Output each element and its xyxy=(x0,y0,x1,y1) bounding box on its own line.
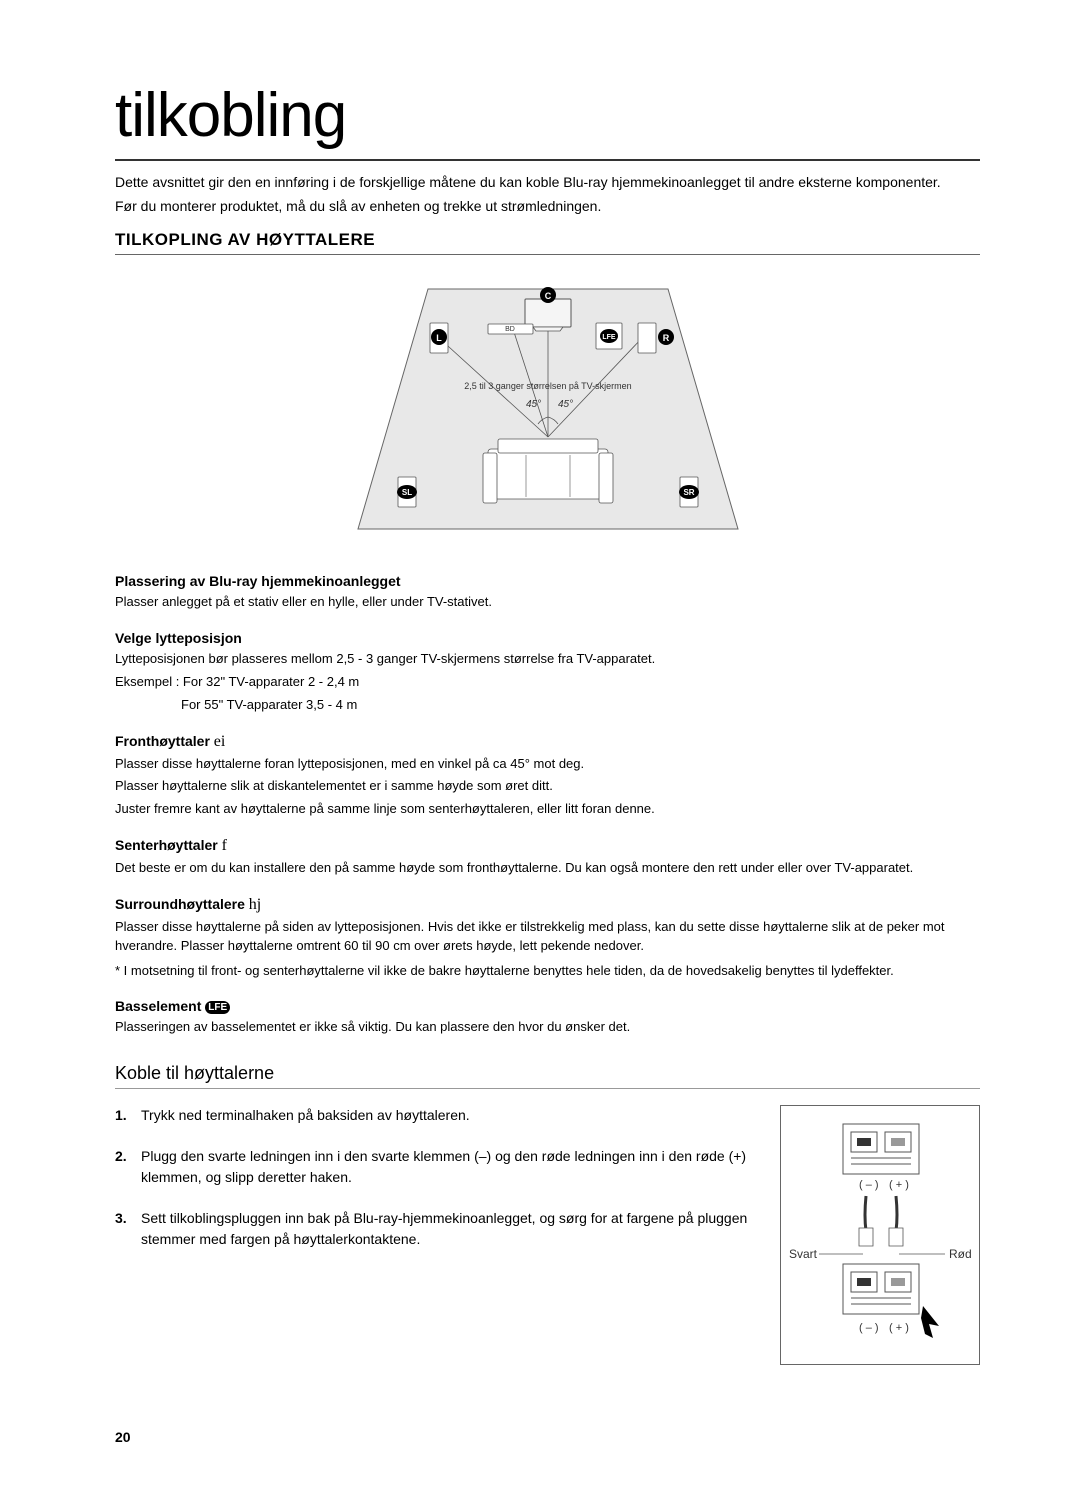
step-3-text: Sett tilkoblingspluggen inn bak på Blu-r… xyxy=(141,1208,760,1250)
center-text: Det beste er om du kan installere den på… xyxy=(115,859,980,878)
svg-text:L: L xyxy=(436,333,442,343)
bass-text: Plasseringen av basselementet er ikke så… xyxy=(115,1018,980,1037)
svg-text:C: C xyxy=(544,291,551,301)
svg-text:Svart: Svart xyxy=(789,1247,818,1261)
step-2-text: Plugg den svarte ledningen inn i den sva… xyxy=(141,1146,760,1188)
steps-list: 1. Trykk ned terminalhaken på baksiden a… xyxy=(115,1105,760,1270)
svg-text:45°: 45° xyxy=(558,399,573,410)
surround-note: * I motsetning til front- og senterhøytt… xyxy=(115,962,980,981)
svg-text:2,5 til 3 ganger størrelsen på: 2,5 til 3 ganger størrelsen på TV-skjerm… xyxy=(464,381,631,391)
front-line1: Plasser disse høyttalerne foran lyttepos… xyxy=(115,755,980,774)
terminal-diagram: ( – ) ( + ) Svart Rød ( – ) ( + ) xyxy=(780,1105,980,1365)
placement-text: Plasser anlegget på et stativ eller en h… xyxy=(115,593,980,612)
intro-paragraph-2: Før du monterer produktet, må du slå av … xyxy=(115,197,980,217)
surround-text: Plasser disse høyttalerne på siden av ly… xyxy=(115,918,980,956)
svg-text:BD: BD xyxy=(505,326,515,333)
svg-text:Rød: Rød xyxy=(949,1247,972,1261)
step-1-text: Trykk ned terminalhaken på baksiden av h… xyxy=(141,1105,470,1126)
page-number: 20 xyxy=(115,1429,131,1445)
front-line3: Juster fremre kant av høyttalerne på sam… xyxy=(115,800,980,819)
front-icons: ei xyxy=(214,733,226,750)
step-3: 3. Sett tilkoblingspluggen inn bak på Bl… xyxy=(115,1208,760,1250)
svg-text:( – ): ( – ) xyxy=(859,1179,879,1191)
step-1-num: 1. xyxy=(115,1105,133,1126)
front-title: Fronthøyttaler ei xyxy=(115,733,980,751)
step-2: 2. Plugg den svarte ledningen inn i den … xyxy=(115,1146,760,1188)
listening-title: Velge lytteposisjon xyxy=(115,630,980,646)
svg-text:( – ): ( – ) xyxy=(859,1322,879,1334)
svg-text:( + ): ( + ) xyxy=(889,1179,909,1191)
section-header-speakers: TILKOPLING AV HØYTTALERE xyxy=(115,230,980,255)
listening-line1: Lytteposisjonen bør plasseres mellom 2,5… xyxy=(115,650,980,669)
intro-paragraph-1: Dette avsnittet gir den en innføring i d… xyxy=(115,173,980,193)
svg-text:LFE: LFE xyxy=(602,334,616,341)
svg-text:45°: 45° xyxy=(526,399,541,410)
listening-line3: For 55" TV-apparater 3,5 - 4 m xyxy=(115,696,980,715)
svg-text:SR: SR xyxy=(683,488,694,497)
surround-icons: hj xyxy=(249,896,261,913)
page-title: tilkobling xyxy=(115,80,980,161)
listening-line2: Eksempel : For 32" TV-apparater 2 - 2,4 … xyxy=(115,673,980,692)
step-2-num: 2. xyxy=(115,1146,133,1188)
step-3-num: 3. xyxy=(115,1208,133,1250)
speaker-layout-diagram: C BD L LFE R 2,5 til 3 ganger størrelsen… xyxy=(115,269,980,549)
svg-text:( + ): ( + ) xyxy=(889,1322,909,1334)
placement-title: Plassering av Blu-ray hjemmekinoanlegget xyxy=(115,573,980,589)
surround-title: Surroundhøyttalere hj xyxy=(115,896,980,914)
center-icons: f xyxy=(222,837,227,854)
center-title: Senterhøyttaler f xyxy=(115,837,980,855)
front-line2: Plasser høyttalerne slik at diskanteleme… xyxy=(115,777,980,796)
svg-text:SL: SL xyxy=(401,488,411,497)
connect-header: Koble til høyttalerne xyxy=(115,1063,980,1089)
svg-text:R: R xyxy=(662,333,669,343)
step-1: 1. Trykk ned terminalhaken på baksiden a… xyxy=(115,1105,760,1126)
lfe-badge-icon: LFE xyxy=(205,1001,230,1014)
bass-title: Basselement LFE xyxy=(115,998,980,1014)
